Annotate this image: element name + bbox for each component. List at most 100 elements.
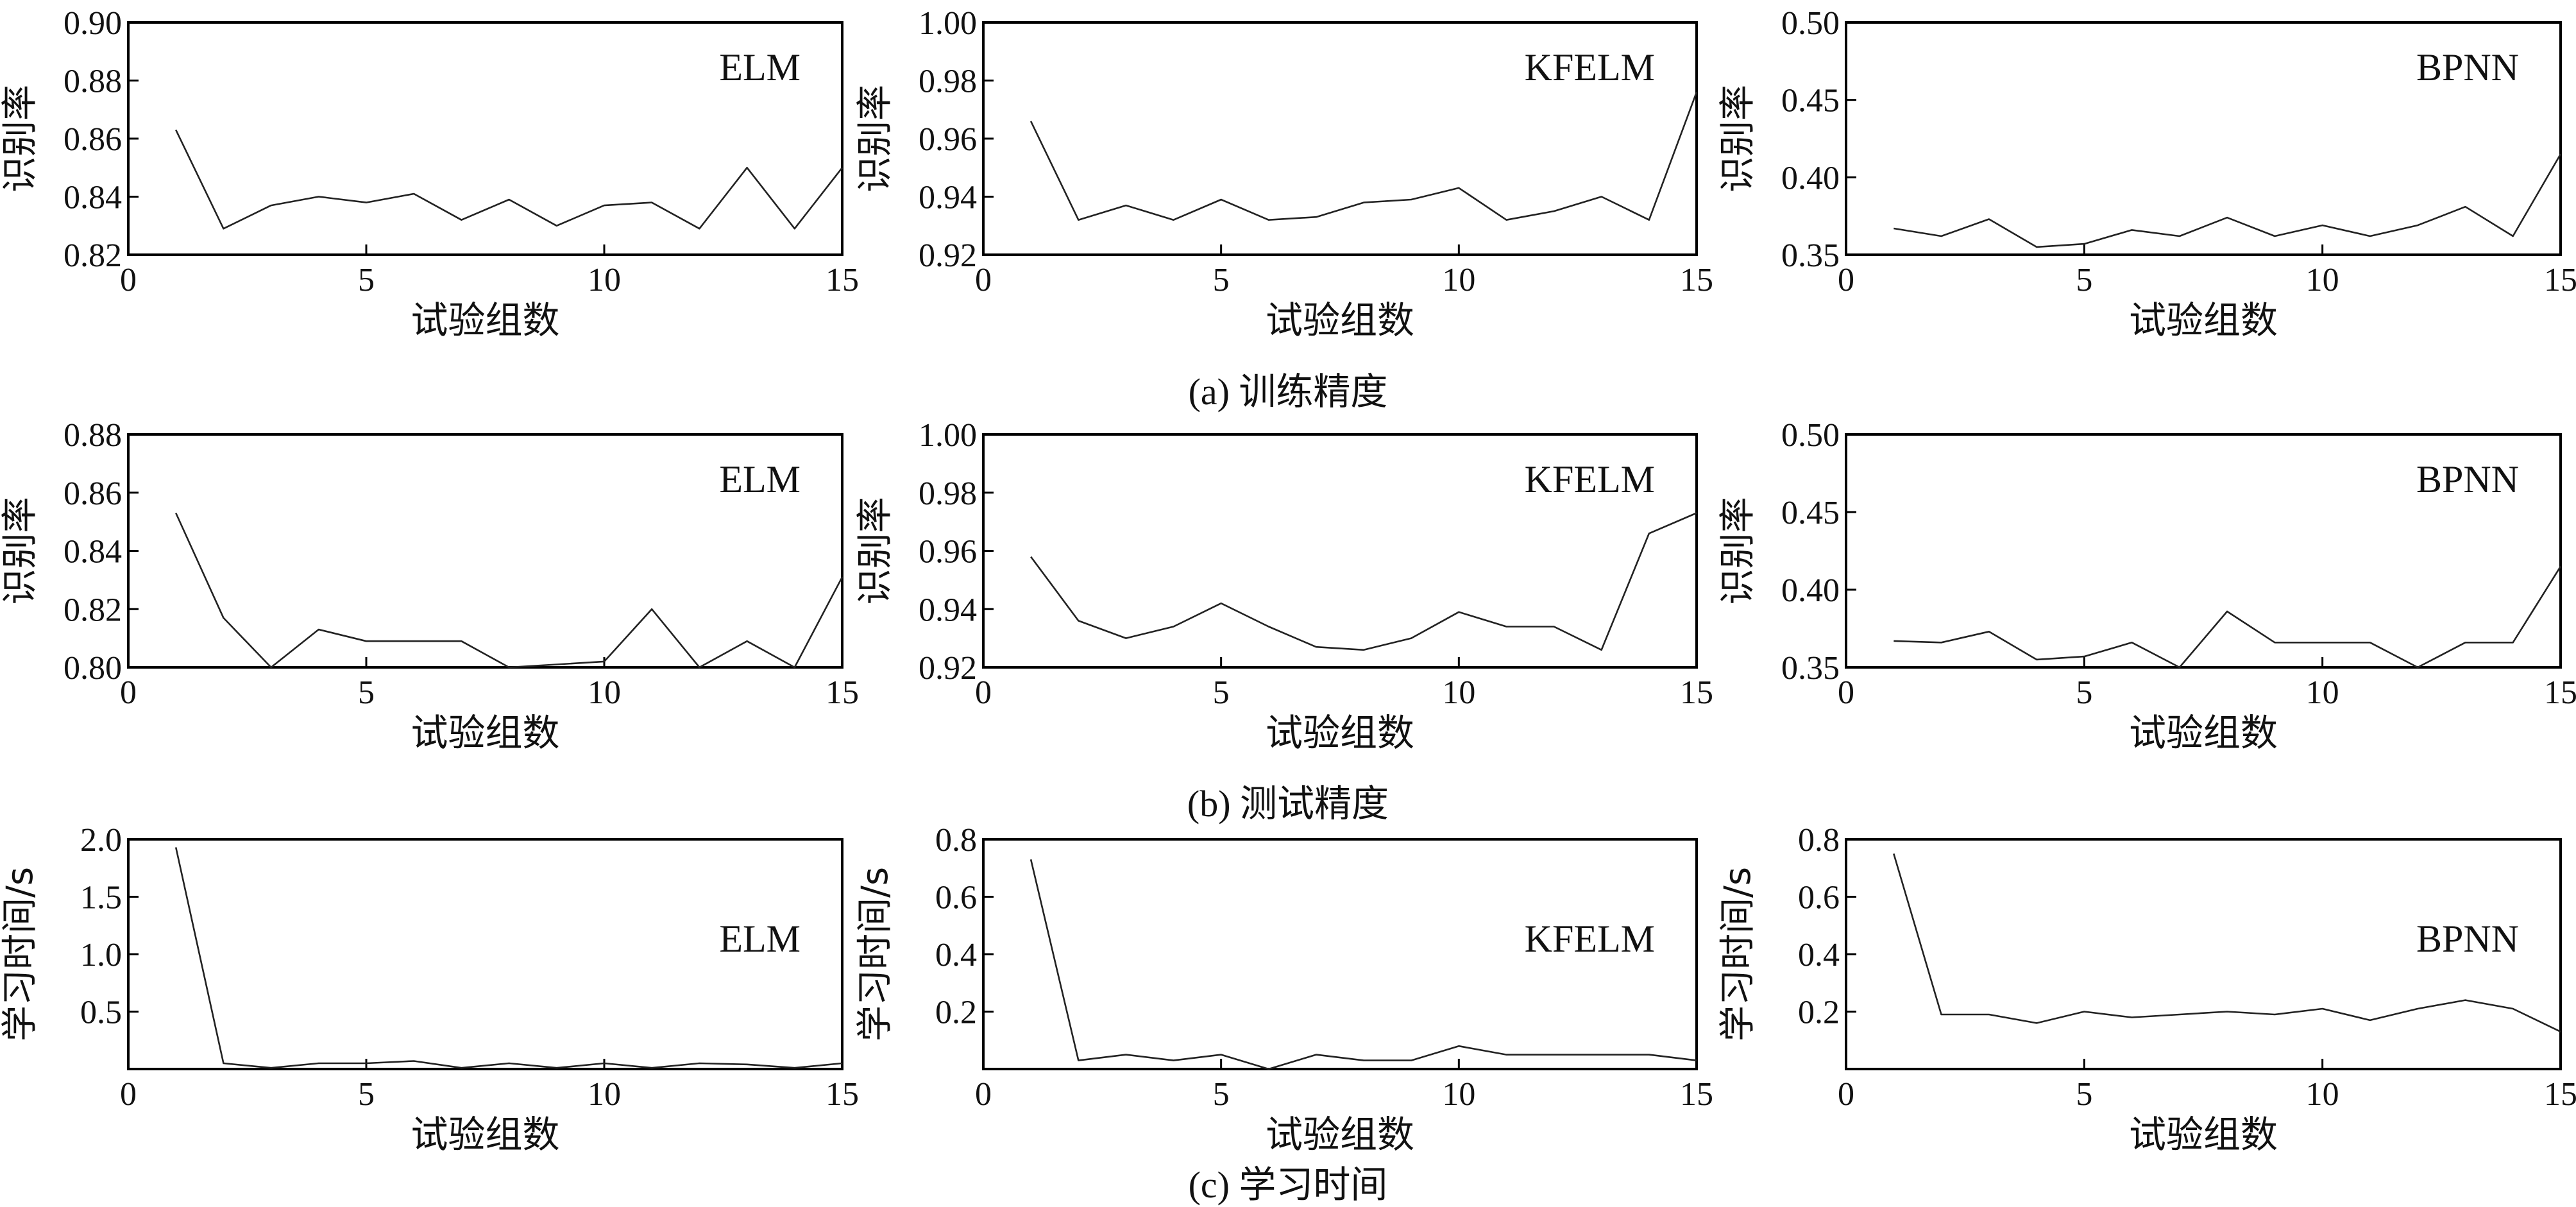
x-tick-label: 15 <box>2544 1076 2576 1113</box>
chart-panel-6: 0.35 0.40 0.45 0.50 0 5 10 15 试验组数 识别率 BPNN <box>1717 417 2576 755</box>
y-tick-label: 0.90 <box>64 5 122 42</box>
series-line <box>1030 859 1697 1070</box>
y-tick-label: 0.86 <box>64 475 122 512</box>
y-tick-label: 0.88 <box>64 417 122 454</box>
y-axis-label: 识别率 <box>0 497 41 605</box>
x-tick-label: 5 <box>1213 262 1230 298</box>
x-tick-label: 10 <box>2306 1076 2339 1113</box>
series-line <box>175 512 843 669</box>
x-tick-label: 0 <box>975 262 992 298</box>
y-tick-label: 0.98 <box>919 475 977 512</box>
y-tick-label: 0.96 <box>919 121 977 158</box>
x-tick-label: 5 <box>2076 1076 2092 1113</box>
x-tick-label: 15 <box>1680 262 1713 298</box>
y-tick-label: 0.8 <box>935 822 977 859</box>
y-axis-label: 识别率 <box>854 85 896 193</box>
y-tick-label: 0.45 <box>1781 83 1840 119</box>
x-tick-label: 10 <box>588 674 621 711</box>
y-tick-label: 0.92 <box>919 237 977 274</box>
y-tick-label: 0.5 <box>80 995 122 1031</box>
y-tick-label: 0.45 <box>1781 495 1840 531</box>
series-legend-label: ELM <box>719 918 801 960</box>
y-axis-label: 学习时间/s <box>1717 867 1759 1041</box>
y-axis-label: 学习时间/s <box>854 867 896 1041</box>
series-line <box>1893 853 2561 1032</box>
y-axis-label: 识别率 <box>0 85 41 193</box>
y-tick-label: 0.4 <box>935 937 977 973</box>
y-tick-label: 0.98 <box>919 64 977 100</box>
y-tick-label: 0.92 <box>919 650 977 687</box>
chart-panel-9: 0.2 0.4 0.6 0.8 0 5 10 15 试验组数 学习时间/s BPNN <box>1717 822 2576 1156</box>
y-tick-label: 0.96 <box>919 534 977 570</box>
y-tick-label: 0.82 <box>64 237 122 274</box>
y-tick-label: 1.5 <box>80 880 122 916</box>
chart-panel-1: 0.82 0.84 0.86 0.88 0.90 0 5 10 15 试验组数 识别率 ELM <box>0 5 859 342</box>
series-legend-label: KFELM <box>1525 458 1655 501</box>
y-tick-label: 0.80 <box>64 650 122 687</box>
x-tick-label: 0 <box>1838 1076 1854 1113</box>
series-legend-label: BPNN <box>2416 918 2519 960</box>
x-tick-label: 5 <box>2076 262 2092 298</box>
y-tick-label: 0.4 <box>1798 937 1840 973</box>
chart-panel-5: 0.92 0.94 0.96 0.98 1.00 0 5 10 15 试验组数 识别率 KFELM <box>854 417 1713 755</box>
x-tick-label: 15 <box>826 1076 859 1113</box>
caption-a: (a) 训练精度 <box>1189 371 1388 413</box>
series-legend-label: BPNN <box>2416 458 2519 501</box>
x-axis-label: 试验组数 <box>1266 711 1414 755</box>
charts-layer: 0.820.840.860.880.900 5 10 15试验组数识别率ELM0.92… <box>0 5 2576 1156</box>
y-tick-label: 0.6 <box>1798 880 1840 916</box>
series-line <box>174 847 843 1069</box>
y-tick-label: 1.00 <box>919 417 977 454</box>
x-axis-label: 试验组数 <box>1266 1113 1414 1156</box>
y-tick-label: 0.50 <box>1781 417 1840 454</box>
x-tick-label: 15 <box>1680 1076 1713 1113</box>
x-tick-label: 10 <box>588 262 621 298</box>
chart-panel-7: 0.5 1.0 1.5 2.0 0 5 10 15 试验组数 学习时间/s ELM <box>0 822 859 1156</box>
y-tick-label: 0.8 <box>1798 822 1840 859</box>
x-axis-label: 试验组数 <box>2129 1113 2278 1156</box>
plot-frame <box>1845 21 2562 256</box>
x-tick-label: 0 <box>120 1076 137 1113</box>
x-tick-label: 10 <box>1442 1076 1475 1113</box>
y-axis-label: 学习时间/s <box>0 867 41 1041</box>
caption-c: (c) 学习时间 <box>1189 1164 1388 1206</box>
x-tick-label: 15 <box>2544 262 2576 298</box>
y-tick-label: 0.88 <box>64 64 122 100</box>
y-tick-label: 0.84 <box>64 534 122 570</box>
series-line <box>1894 153 2562 248</box>
x-tick-label: 10 <box>2306 262 2339 298</box>
x-tick-label: 5 <box>1213 1076 1230 1113</box>
y-tick-label: 0.94 <box>919 180 977 216</box>
x-axis-label: 试验组数 <box>2129 298 2278 342</box>
x-tick-label: 0 <box>975 674 992 711</box>
series-legend-label: KFELM <box>1525 918 1655 960</box>
y-tick-label: 0.6 <box>935 880 977 916</box>
plot-frame <box>1845 433 2562 669</box>
chart-panel-3: 0.35 0.40 0.45 0.50 0 5 10 15 试验组数 识别率 BPNN <box>1717 5 2576 342</box>
x-tick-label: 10 <box>1442 262 1475 298</box>
y-axis-label: 识别率 <box>1717 85 1759 193</box>
x-tick-label: 5 <box>2076 674 2092 711</box>
x-tick-label: 15 <box>826 262 859 298</box>
y-tick-label: 0.35 <box>1781 237 1840 274</box>
series-line <box>1030 512 1697 651</box>
y-tick-label: 0.84 <box>64 180 122 216</box>
x-tick-label: 15 <box>2544 674 2576 711</box>
chart-panel-4: 0.80 0.82 0.84 0.86 0.88 0 5 10 15 试验组数 识别率 ELM <box>0 417 859 755</box>
y-tick-label: 0.40 <box>1781 572 1840 609</box>
series-legend-label: ELM <box>719 458 801 501</box>
y-tick-label: 2.0 <box>80 822 122 859</box>
chart-panel-8: 0.2 0.4 0.6 0.8 0 5 10 15 试验组数 学习时间/s KFELM <box>854 822 1713 1156</box>
y-tick-label: 0.50 <box>1781 5 1840 42</box>
x-tick-label: 0 <box>975 1076 992 1113</box>
x-tick-label: 5 <box>358 674 375 711</box>
y-axis-label: 识别率 <box>1717 497 1759 605</box>
series-legend-label: ELM <box>719 46 801 89</box>
x-tick-label: 0 <box>120 262 137 298</box>
series-legend-label: KFELM <box>1525 46 1655 89</box>
x-tick-label: 10 <box>2306 674 2339 711</box>
y-tick-label: 0.2 <box>1798 995 1840 1031</box>
y-tick-label: 0.82 <box>64 592 122 628</box>
y-tick-label: 0.2 <box>935 995 977 1031</box>
x-axis-label: 试验组数 <box>411 711 559 755</box>
